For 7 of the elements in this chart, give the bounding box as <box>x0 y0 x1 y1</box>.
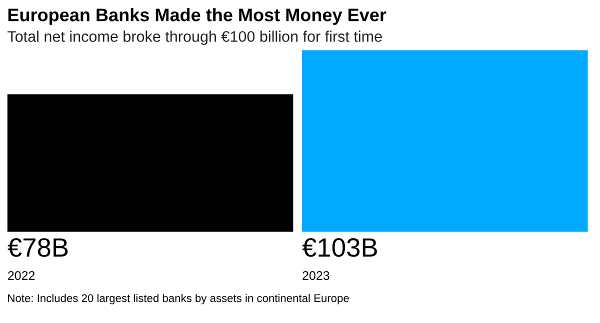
x-tick-label: 2023 <box>302 271 330 280</box>
text: Note: Includes 20 largest listed banks by assets in continental Europe <box>8 294 349 304</box>
data-label: €78B <box>8 238 68 257</box>
chart-subtitle: Total net income broke through €100 billion for first time <box>8 30 382 45</box>
data-label: €103B <box>302 238 377 257</box>
chart-title: European Banks Made the Most Money Ever <box>8 8 386 25</box>
x-tick-label: 2022 <box>8 271 35 280</box>
